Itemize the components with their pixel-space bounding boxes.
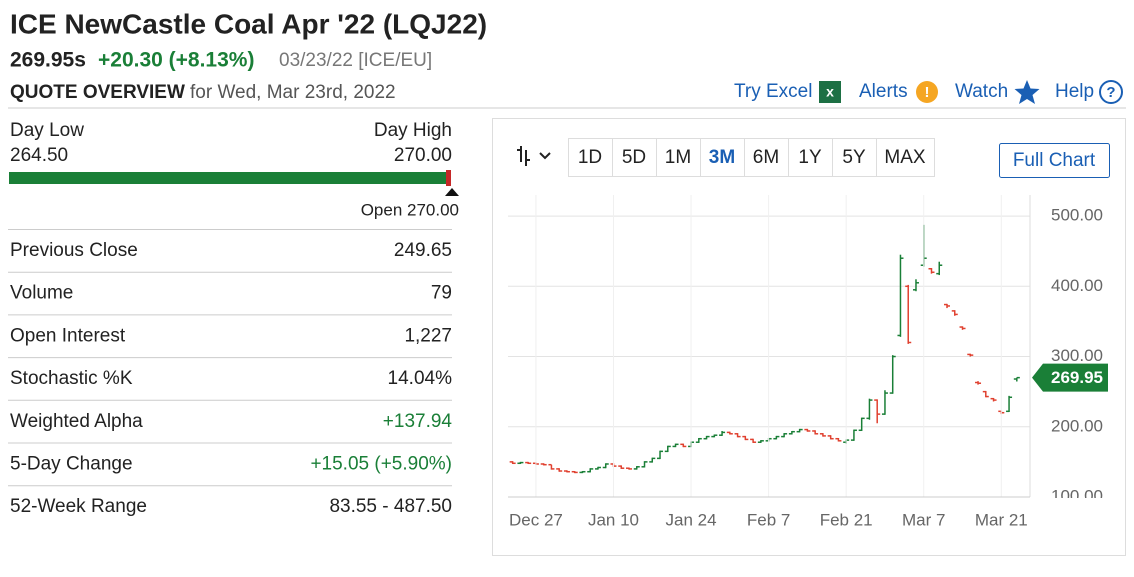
stat-value: +15.05 (+5.90%)	[310, 454, 452, 475]
range-button[interactable]	[876, 138, 935, 177]
x-tick-label: Feb 21	[820, 510, 873, 529]
y-tick-label: 300.00	[1051, 346, 1103, 365]
link[interactable]: Watch	[955, 81, 1008, 102]
day-low: 264.50	[10, 145, 68, 166]
excel-icon: x	[819, 81, 841, 103]
plot: 100.00 200.00 300.00 400.00 500.00	[508, 206, 1103, 505]
stat-label: Stochastic %K	[10, 368, 133, 389]
day-high-label: Day High	[374, 120, 452, 141]
stat-value: 249.65	[394, 240, 452, 261]
stat-label: 5-Day Change	[10, 454, 133, 475]
stat-label: Volume	[10, 283, 73, 304]
last-price-label: 269.95	[1051, 368, 1103, 387]
change: +20.30 (+8.13%)	[98, 49, 254, 72]
range-label[interactable]: 1Y	[798, 147, 822, 168]
chart-type-icon	[517, 146, 551, 166]
day-range-end	[446, 170, 451, 186]
range-label[interactable]: 1M	[665, 147, 691, 168]
x-tick-label: Jan 24	[666, 510, 717, 529]
range-button[interactable]	[832, 138, 877, 177]
alert-icon: !	[916, 81, 938, 103]
stat-value: 83.55 - 487.50	[329, 496, 452, 517]
range-label[interactable]: MAX	[884, 147, 926, 168]
range-button[interactable]	[568, 138, 613, 177]
svg-text:?: ?	[1106, 84, 1115, 101]
svg-text:!: !	[925, 84, 930, 101]
day-range-bar	[9, 172, 451, 184]
svg-text:x: x	[826, 84, 834, 100]
range-button[interactable]	[700, 138, 745, 177]
link[interactable]: Try Excel	[734, 81, 812, 102]
full-chart-button[interactable]	[999, 143, 1110, 178]
range-label[interactable]: 5D	[622, 147, 646, 168]
x-tick-label: Dec 27	[509, 510, 563, 529]
watch-icon	[1014, 80, 1040, 104]
title: ICE NewCastle Coal Apr '22 (LQJ22)	[10, 8, 487, 39]
range-label[interactable]: 1D	[578, 147, 602, 168]
x-tick-label: Mar 7	[902, 510, 945, 529]
section-title: QUOTE OVERVIEW	[10, 82, 185, 103]
x-tick-label: Jan 10	[588, 510, 639, 529]
full-chart-label[interactable]: Full Chart	[1013, 150, 1096, 171]
section-date: for Wed, Mar 23rd, 2022	[190, 82, 396, 103]
range-label[interactable]: 3M	[709, 147, 735, 168]
day-low-label: Day Low	[10, 120, 84, 141]
chart-frame	[492, 118, 1126, 556]
stat-label: Weighted Alpha	[10, 411, 143, 432]
day-high: 270.00	[394, 145, 452, 166]
timestamp: 03/23/22 [ICE/EU]	[279, 50, 432, 71]
link[interactable]: Alerts	[859, 81, 908, 102]
stat-label: Open Interest	[10, 325, 126, 346]
range-label[interactable]: 5Y	[842, 147, 866, 168]
y-tick-label: 400.00	[1051, 276, 1103, 295]
range-button[interactable]	[612, 138, 657, 177]
stat-value: +137.94	[383, 411, 453, 432]
help-icon: ?	[1099, 80, 1123, 104]
open-marker	[445, 188, 459, 196]
x-tick-label: Mar 21	[975, 510, 1028, 529]
stat-value: 14.04%	[388, 368, 453, 389]
day-open: Open 270.00	[361, 200, 459, 219]
link[interactable]: Help	[1055, 81, 1094, 102]
price: 269.95s	[10, 49, 86, 72]
last-price-tag	[1032, 363, 1108, 392]
y-tick-label: 100.00	[1051, 486, 1103, 505]
range-label[interactable]: 6M	[753, 147, 779, 168]
stat-value: 1,227	[404, 325, 452, 346]
y-tick-label: 200.00	[1051, 416, 1103, 435]
x-tick-label: Feb 7	[747, 510, 790, 529]
stat-value: 79	[431, 283, 452, 304]
stat-label: 52-Week Range	[10, 496, 147, 517]
range-button[interactable]	[656, 138, 701, 177]
stat-label: Previous Close	[10, 240, 138, 261]
y-tick-label: 500.00	[1051, 206, 1103, 225]
